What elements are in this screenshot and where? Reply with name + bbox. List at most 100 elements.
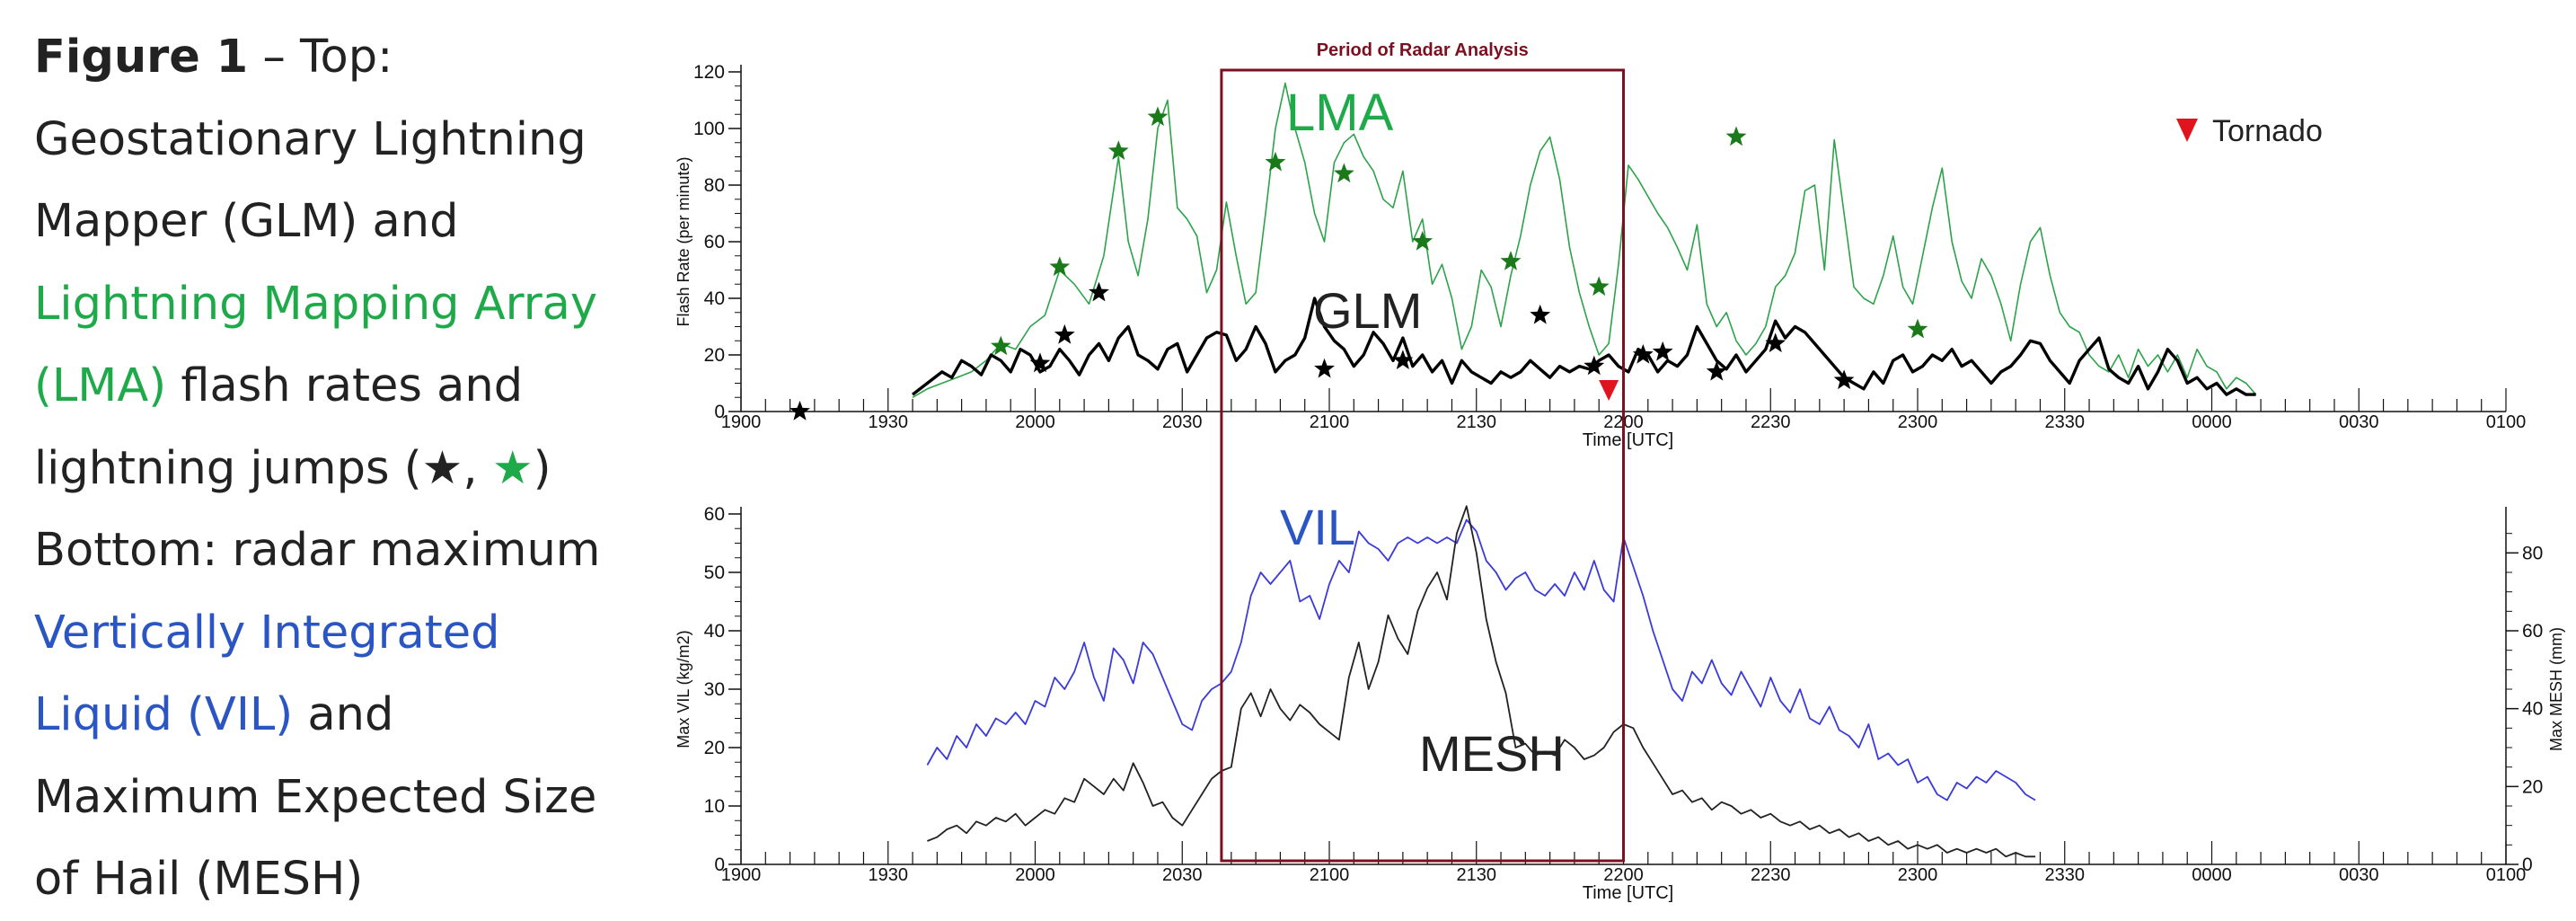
- y2-axis-label: Max MESH (mm): [2547, 627, 2565, 751]
- caption-line-7: Bottom: radar maximum: [34, 524, 601, 577]
- lma-jump-star: [1049, 256, 1071, 277]
- lma-label: LMA: [1286, 84, 1394, 142]
- glm-jump-star: [1392, 350, 1414, 369]
- glm-jump-star: [1652, 341, 1673, 361]
- y-tick-label: 10: [704, 796, 725, 817]
- lma-jump-star: [1334, 163, 1354, 183]
- y2-tick-label: 0: [2522, 855, 2533, 875]
- x-tick-label: 0000: [2192, 412, 2232, 432]
- y-tick-label: 60: [704, 504, 725, 525]
- y-axis-label: Max VIL (kg/m2): [675, 630, 693, 748]
- x-tick-label: 2130: [1457, 865, 1497, 885]
- glm-jump-star: [1314, 358, 1335, 378]
- glm-jump-star: [1530, 304, 1551, 324]
- x-tick-label: 1900: [721, 865, 762, 885]
- glm-jump-star: [1833, 369, 1855, 390]
- caption-line-3: Mapper (GLM) and: [34, 195, 459, 248]
- tornado-marker: [1599, 380, 1619, 401]
- figure-label: Figure 1: [34, 31, 249, 84]
- x-tick-label: 2200: [1603, 865, 1644, 885]
- star-black-icon: ★: [421, 441, 463, 495]
- lma-series-line: [912, 82, 2257, 398]
- x-tick-label: 2130: [1457, 412, 1497, 432]
- caption-jumps: lightning jumps (: [34, 441, 422, 495]
- caption-lma-abbrev: (LMA): [34, 359, 167, 412]
- x-tick-label: 2030: [1162, 865, 1203, 885]
- y-tick-label: 40: [704, 288, 725, 309]
- x-tick-label: 2300: [1898, 412, 1938, 432]
- caption-paren: ): [533, 441, 551, 495]
- tornado-legend-icon: [2176, 119, 2198, 142]
- y-axis-label: Flash Rate (per minute): [675, 156, 693, 326]
- x-tick-label: 2230: [1751, 412, 1791, 432]
- glm-jump-star: [1584, 355, 1605, 376]
- glm-jump-star: [1706, 360, 1727, 381]
- caption-line-6: lightning jumps (★, ★): [34, 428, 645, 510]
- tornado-legend-label: Tornado: [2212, 114, 2323, 148]
- glm-jump-star: [1632, 344, 1654, 364]
- y-tick-label: 120: [693, 62, 725, 83]
- y-tick-label: 60: [704, 232, 725, 252]
- glm-jump-star: [1089, 281, 1109, 302]
- glm-jump-star: [790, 401, 810, 421]
- radar-analysis-label: Period of Radar Analysis: [1317, 40, 1529, 60]
- x-tick-label: 2000: [1015, 412, 1055, 432]
- glm-jump-star: [1054, 323, 1075, 344]
- x-tick-label: 0100: [2486, 412, 2527, 432]
- glm-jump-star: [1765, 332, 1786, 353]
- x-tick-label: 1930: [869, 865, 909, 885]
- x-tick-label: 2230: [1751, 865, 1791, 885]
- mesh-series-line: [927, 505, 2035, 858]
- x-tick-label: 0100: [2486, 865, 2527, 885]
- caption-line-4: Lightning Mapping Array: [34, 277, 598, 331]
- x-tick-label: 0030: [2339, 412, 2379, 432]
- x-tick-label: 2330: [2045, 412, 2086, 432]
- caption-line-11: of Hail (MESH): [34, 853, 364, 906]
- lma-jump-star: [1907, 318, 1928, 339]
- y2-tick-label: 20: [2522, 776, 2543, 797]
- y-tick-label: 50: [704, 562, 725, 583]
- caption-line-1: Figure 1 – Top:: [34, 16, 645, 99]
- caption-line-8: Vertically Integrated: [34, 606, 500, 660]
- caption-line-5-rest: flash rates and: [166, 359, 524, 412]
- lma-jump-star: [1588, 276, 1610, 297]
- x-tick-label: 0000: [2192, 865, 2232, 885]
- y-tick-label: 20: [704, 345, 725, 366]
- lma-jump-star: [1500, 251, 1522, 270]
- x-tick-label: 2330: [2045, 865, 2086, 885]
- radar-analysis-box: [1220, 68, 1625, 863]
- y-tick-label: 30: [704, 679, 725, 700]
- x-tick-label: 2000: [1015, 865, 1055, 885]
- lma-jump-star: [1265, 151, 1286, 172]
- vil-series-line: [926, 518, 2036, 801]
- figure-caption: Figure 1 – Top: Geostationary Lightning …: [34, 16, 645, 921]
- y2-tick-label: 60: [2522, 621, 2543, 642]
- x-tick-label: 2100: [1310, 412, 1350, 432]
- glm-label: GLM: [1313, 282, 1422, 339]
- x-axis-label: Time [UTC]: [1583, 430, 1673, 450]
- y-tick-label: 0: [714, 855, 725, 875]
- y-tick-label: 40: [704, 621, 725, 642]
- glm-series-line: [911, 297, 2256, 396]
- caption-line-2: Geostationary Lightning: [34, 112, 587, 166]
- y-tick-label: 80: [704, 175, 725, 196]
- vil-label: VIL: [1280, 499, 1355, 555]
- caption-line-5: (LMA) flash rates and: [34, 345, 645, 428]
- mesh-label: MESH: [1419, 725, 1565, 782]
- x-axis-label: Time [UTC]: [1583, 883, 1673, 903]
- y2-tick-label: 40: [2522, 699, 2543, 720]
- lma-jump-star: [1725, 126, 1747, 146]
- y-tick-label: 0: [714, 402, 725, 422]
- y2-tick-label: 80: [2522, 543, 2543, 563]
- lma-jump-star: [990, 335, 1011, 356]
- lma-jump-star: [1412, 231, 1434, 251]
- y-tick-label: 100: [693, 119, 725, 139]
- caption-line-10: Maximum Expected Size: [34, 770, 597, 824]
- x-tick-label: 0030: [2339, 865, 2379, 885]
- x-tick-label: 2300: [1898, 865, 1938, 885]
- caption-line-9: Liquid (VIL) and: [34, 674, 645, 757]
- x-tick-label: 1900: [721, 412, 762, 432]
- caption-comma: ,: [463, 441, 492, 495]
- glm-jump-star: [1029, 352, 1051, 373]
